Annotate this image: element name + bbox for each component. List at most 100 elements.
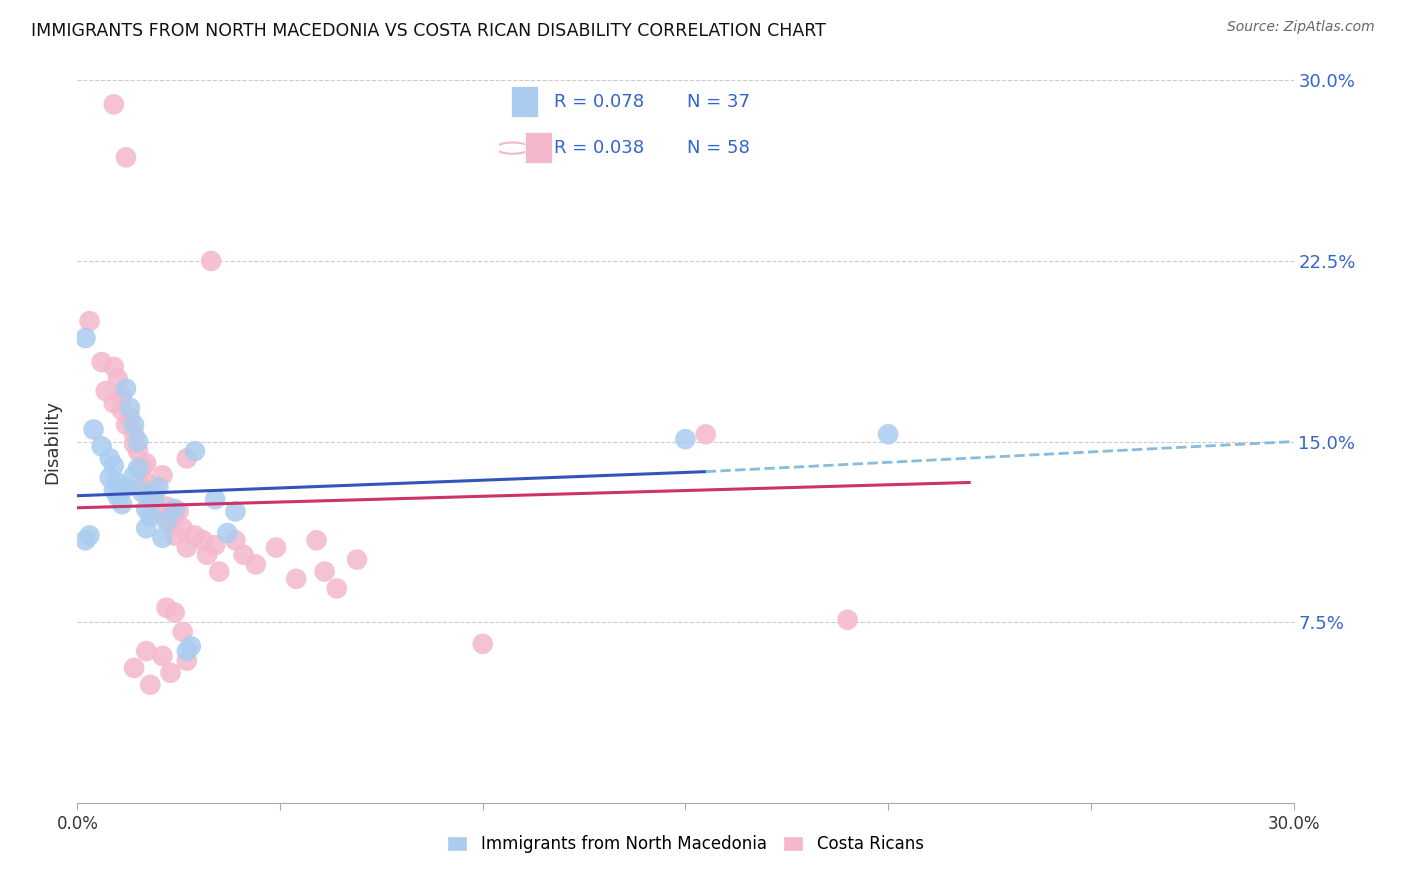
Y-axis label: Disability: Disability — [44, 400, 62, 483]
Point — [122, 437, 145, 451]
Point — [83, 422, 105, 436]
Point — [155, 500, 177, 514]
Point — [148, 504, 170, 518]
Point — [305, 533, 328, 548]
Point — [314, 565, 336, 579]
Point — [152, 531, 174, 545]
Point — [695, 427, 717, 442]
Point — [224, 533, 246, 548]
Point — [115, 150, 138, 164]
Point — [118, 401, 141, 415]
Point — [103, 483, 125, 497]
Point — [107, 372, 129, 386]
Point — [326, 582, 349, 596]
Point — [163, 606, 186, 620]
Point — [139, 509, 162, 524]
Point — [103, 359, 125, 374]
Point — [172, 624, 194, 639]
Circle shape — [496, 143, 530, 153]
Point — [90, 355, 112, 369]
Point — [139, 492, 162, 507]
Point — [208, 565, 231, 579]
Point — [195, 548, 218, 562]
Point — [107, 490, 129, 504]
Point — [143, 492, 166, 507]
Point — [94, 384, 117, 398]
Point — [107, 475, 129, 490]
Point — [143, 485, 166, 500]
FancyBboxPatch shape — [524, 132, 553, 163]
Point — [245, 558, 267, 572]
Point — [200, 253, 222, 268]
Point — [111, 389, 134, 403]
Point — [152, 468, 174, 483]
Point — [135, 521, 157, 535]
Point — [184, 528, 207, 542]
Point — [115, 417, 138, 432]
Point — [176, 654, 198, 668]
Point — [111, 497, 134, 511]
Point — [176, 644, 198, 658]
Point — [285, 572, 308, 586]
Point — [217, 526, 239, 541]
Point — [122, 468, 145, 483]
Point — [118, 410, 141, 425]
Point — [224, 504, 246, 518]
Point — [98, 451, 121, 466]
Text: R = 0.038: R = 0.038 — [554, 139, 644, 157]
Point — [122, 661, 145, 675]
Text: IMMIGRANTS FROM NORTH MACEDONIA VS COSTA RICAN DISABILITY CORRELATION CHART: IMMIGRANTS FROM NORTH MACEDONIA VS COSTA… — [31, 22, 825, 40]
Point — [75, 533, 97, 548]
Point — [127, 444, 149, 458]
Legend: Immigrants from North Macedonia, Costa Ricans: Immigrants from North Macedonia, Costa R… — [440, 828, 931, 860]
Point — [103, 97, 125, 112]
Point — [135, 502, 157, 516]
Point — [167, 504, 190, 518]
Point — [172, 521, 194, 535]
Point — [122, 417, 145, 432]
Point — [155, 514, 177, 528]
Point — [264, 541, 287, 555]
Text: Source: ZipAtlas.com: Source: ZipAtlas.com — [1227, 20, 1375, 34]
Point — [79, 314, 101, 328]
Point — [111, 483, 134, 497]
Point — [131, 480, 153, 494]
Point — [877, 427, 900, 442]
Point — [79, 528, 101, 542]
Point — [115, 480, 138, 494]
Point — [176, 451, 198, 466]
Point — [163, 502, 186, 516]
Point — [135, 644, 157, 658]
Point — [127, 461, 149, 475]
Point — [837, 613, 859, 627]
Point — [111, 403, 134, 417]
Point — [204, 538, 226, 552]
Point — [152, 648, 174, 663]
Point — [115, 382, 138, 396]
Point — [675, 432, 697, 446]
Point — [148, 480, 170, 494]
Point — [122, 427, 145, 442]
Point — [135, 475, 157, 490]
Point — [131, 461, 153, 475]
Point — [131, 485, 153, 500]
FancyBboxPatch shape — [512, 87, 538, 117]
Text: R = 0.078: R = 0.078 — [554, 93, 644, 111]
Point — [232, 548, 254, 562]
Point — [163, 528, 186, 542]
Point — [135, 456, 157, 470]
Point — [75, 331, 97, 345]
Point — [139, 678, 162, 692]
Point — [176, 541, 198, 555]
Point — [191, 533, 214, 548]
Text: N = 58: N = 58 — [686, 139, 749, 157]
Point — [98, 470, 121, 484]
Point — [155, 600, 177, 615]
Text: N = 37: N = 37 — [686, 93, 749, 111]
Point — [180, 639, 202, 653]
Point — [103, 458, 125, 473]
Point — [127, 434, 149, 449]
Point — [159, 665, 181, 680]
Point — [163, 509, 186, 524]
Point — [103, 396, 125, 410]
